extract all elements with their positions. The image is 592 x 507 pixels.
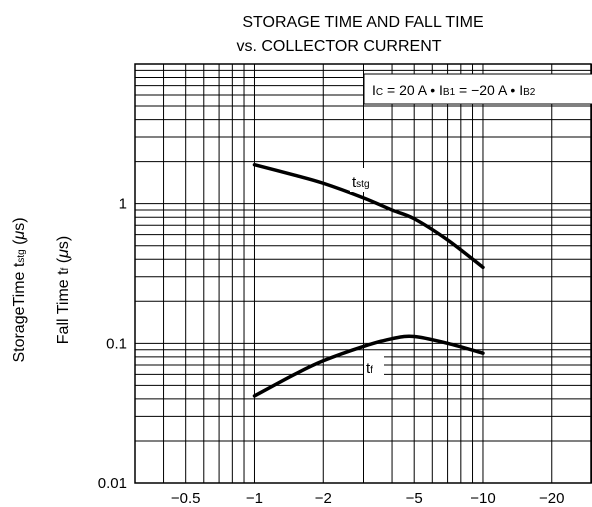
- series-line-tstg: [252, 162, 485, 270]
- series-label-tstg: tstg: [352, 174, 370, 191]
- annotation-ib2-sub: B2: [523, 87, 536, 98]
- series-layer: [252, 162, 485, 398]
- y-tick-label: 0.1: [106, 335, 127, 352]
- annotation-box: [363, 73, 592, 105]
- x-tick-label: −5: [406, 490, 423, 507]
- plot-frame: [134, 63, 592, 484]
- y-tick-label: 1: [119, 196, 127, 213]
- tf-label-bg: [364, 356, 384, 378]
- x-tick-label: −2: [315, 490, 332, 507]
- annotation-ib1-sub: B1: [443, 87, 456, 98]
- chart-title-line-2: vs. COLLECTOR CURRENT: [236, 38, 441, 55]
- series-label-tf: tf: [366, 360, 373, 377]
- tick-labels: −0.5 −1 −2 −5 −10 −20 0.01 0.1 1: [98, 196, 565, 507]
- annotation-ib2: = −20 A • I: [455, 82, 523, 98]
- x-tick-label: −20: [539, 490, 564, 507]
- y-axis-title-storage-time: StorageTime tstg (μs): [11, 217, 28, 362]
- annotation-ic-sub: C: [376, 87, 383, 98]
- grid: [134, 63, 592, 484]
- chart-title-line-1: STORAGE TIME AND FALL TIME: [242, 14, 483, 31]
- annotation-ib1: = 20 A • I: [383, 82, 443, 98]
- y-axis-title-fall-time: Fall Time tf (μs): [55, 236, 72, 344]
- annotation-conditions: IC = 20 A • IB1 = −20 A • IB2: [372, 82, 536, 98]
- tstg-label-bg: [350, 168, 384, 192]
- x-tick-label: −10: [470, 490, 495, 507]
- x-tick-label: −1: [246, 490, 263, 507]
- x-tick-label: −0.5: [171, 490, 201, 507]
- y-tick-label: 0.01: [98, 475, 127, 492]
- annotation-ic: I: [372, 82, 376, 98]
- series-line-tf: [252, 334, 485, 398]
